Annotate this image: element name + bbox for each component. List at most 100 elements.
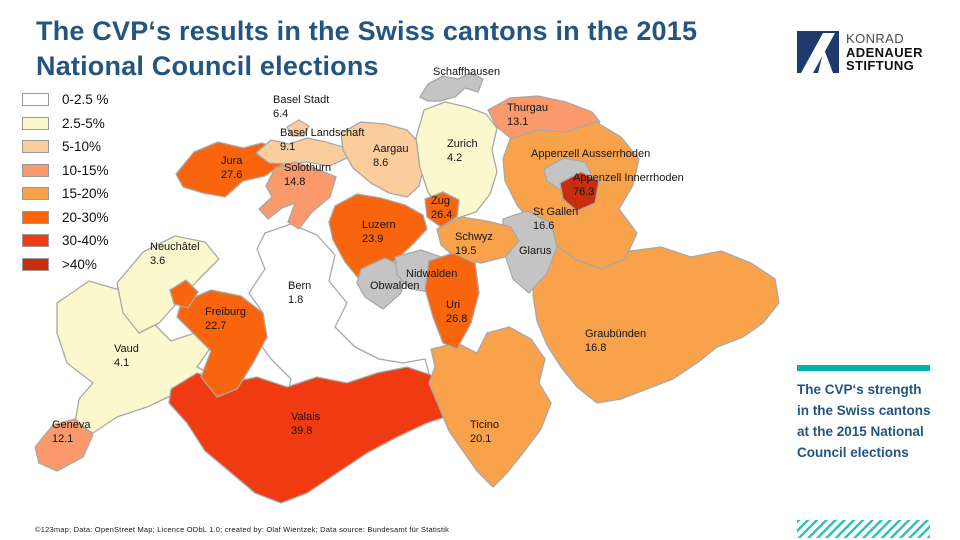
canton-zug: [424, 191, 460, 228]
legend-swatch-0: [22, 93, 49, 107]
canton-name: Geneva: [52, 419, 91, 431]
canton-glarus: [502, 210, 558, 294]
canton-uri: [424, 252, 480, 350]
canton-value: 12.1: [52, 432, 74, 445]
sidebar-hatch-decoration: [797, 520, 930, 538]
canton-freiburg: [169, 279, 199, 309]
canton-label-uri: Uri 26.8: [446, 299, 467, 326]
canton-appenzell_innerrhoden: [559, 171, 600, 212]
canton-schaffhausen: [419, 72, 484, 102]
legend-label-3: 10-15%: [62, 162, 109, 178]
legend-label-6: 30-40%: [62, 233, 109, 249]
legend-item: 2.5-5%: [22, 112, 109, 136]
canton-name: St Gallen: [533, 206, 579, 218]
canton-name: Bern: [288, 280, 312, 292]
canton-name: Appenzell Ausserrhoden: [531, 148, 651, 160]
canton-freiburg: [176, 289, 268, 398]
canton-label-appenzell_innerrhoden: Appenzell Innerrhoden 76.3: [573, 172, 684, 199]
legend-label-1: 2.5-5%: [62, 115, 105, 131]
canton-name: Uri: [446, 299, 461, 311]
canton-label-valais: Valais 39.8: [291, 411, 320, 438]
legend-item: 5-10%: [22, 135, 109, 159]
legend-label-5: 20-30%: [62, 209, 109, 225]
canton-name: Obwalden: [370, 280, 420, 292]
canton-value: 19.5: [455, 244, 477, 257]
legend-label-7: >40%: [62, 256, 97, 272]
canton-value: 13.1: [507, 115, 529, 128]
legend-swatch-1: [22, 116, 49, 130]
canton-value: 26.4: [431, 208, 453, 221]
kas-logo-mark-icon: [797, 31, 839, 73]
legend-swatch-6: [22, 234, 49, 248]
canton-name: Freiburg: [205, 306, 246, 318]
sidebar-accent-bar: [797, 365, 930, 371]
canton-name: Vaud: [114, 343, 139, 355]
canton-value: 4.1: [114, 356, 130, 369]
canton-name: Aargau: [373, 143, 409, 155]
canton-label-aargau: Aargau 8.6: [373, 143, 408, 170]
canton-label-graubunden: Graubünden 16.8: [585, 328, 646, 355]
canton-name: Thurgau: [507, 102, 548, 114]
canton-label-vaud: Vaud 4.1: [114, 343, 139, 370]
canton-label-solothurn: Solothurn 14.8: [284, 162, 331, 189]
canton-label-geneva: Geneva 12.1: [52, 419, 91, 446]
canton-value: 9.1: [280, 140, 296, 153]
canton-name: Schaffhausen: [433, 66, 501, 78]
canton-label-st_gallen: St Gallen 16.6: [533, 206, 578, 233]
kas-logo: KONRAD ADENAUER STIFTUNG: [797, 31, 923, 73]
canton-name: Nidwalden: [406, 268, 458, 280]
canton-name: Appenzell Innerrhoden: [573, 172, 684, 184]
kas-logo-text: KONRAD ADENAUER STIFTUNG: [846, 31, 923, 73]
legend-item: 20-30%: [22, 206, 109, 230]
canton-obwalden: [356, 257, 408, 310]
canton-luzern: [328, 193, 428, 280]
canton-label-appenzell_ausserrhoden: Appenzell Ausserrhoden: [531, 148, 650, 162]
legend-label-2: 5-10%: [62, 139, 102, 155]
canton-name: Basel Stadt: [273, 94, 330, 106]
canton-label-freiburg: Freiburg 22.7: [205, 306, 246, 333]
canton-label-thurgau: Thurgau 13.1: [507, 102, 548, 129]
canton-label-bern: Bern 1.8: [288, 280, 311, 307]
page-title: The CVP‘s results in the Swiss cantons i…: [36, 14, 697, 84]
legend-item: 0-2.5 %: [22, 88, 109, 112]
canton-schwyz: [436, 216, 520, 264]
legend-swatch-4: [22, 187, 49, 201]
canton-zurich: [415, 101, 498, 219]
canton-valais: [168, 366, 464, 504]
page-title-line1: The CVP‘s results in the Swiss cantons i…: [36, 16, 698, 46]
attribution-text: ©123map; Data: OpenStreet Map; Licence O…: [35, 525, 450, 534]
canton-label-zug: Zug 26.4: [431, 195, 452, 222]
canton-name: Graubünden: [585, 328, 647, 340]
canton-ticino: [428, 326, 552, 488]
canton-value: 4.2: [447, 151, 463, 164]
canton-solothurn: [258, 161, 337, 230]
canton-name: Basel Landschaft: [280, 127, 365, 139]
canton-graubunden: [532, 236, 780, 404]
canton-name: Ticino: [470, 419, 499, 431]
canton-basel_stadt: [286, 119, 310, 137]
canton-name: Schwyz: [455, 231, 493, 243]
legend-swatch-2: [22, 140, 49, 154]
canton-name: Luzern: [362, 219, 396, 231]
canton-value: 14.8: [284, 175, 306, 188]
kas-logo-line2: ADENAUER: [846, 44, 923, 60]
canton-value: 22.7: [205, 319, 227, 332]
canton-value: 3.6: [150, 254, 166, 267]
canton-value: 76.3: [573, 185, 595, 198]
legend-swatch-3: [22, 163, 49, 177]
legend-swatch-5: [22, 210, 49, 224]
canton-label-basel_landschaft: Basel Landschaft 9.1: [280, 127, 364, 154]
canton-value: 27.6: [221, 168, 243, 181]
canton-label-neuchatel: Neuchâtel 3.6: [150, 241, 200, 268]
canton-label-basel_stadt: Basel Stadt 6.4: [273, 94, 329, 121]
canton-name: Neuchâtel: [150, 241, 200, 253]
legend-item: >40%: [22, 253, 109, 277]
legend-swatch-7: [22, 257, 49, 271]
legend-item: 10-15%: [22, 159, 109, 183]
canton-name: Zug: [431, 195, 450, 207]
kas-logo-line3: STIFTUNG: [846, 58, 915, 73]
legend-item: 15-20%: [22, 182, 109, 206]
canton-label-obwalden: Obwalden: [370, 280, 420, 294]
canton-value: 16.6: [533, 219, 555, 232]
